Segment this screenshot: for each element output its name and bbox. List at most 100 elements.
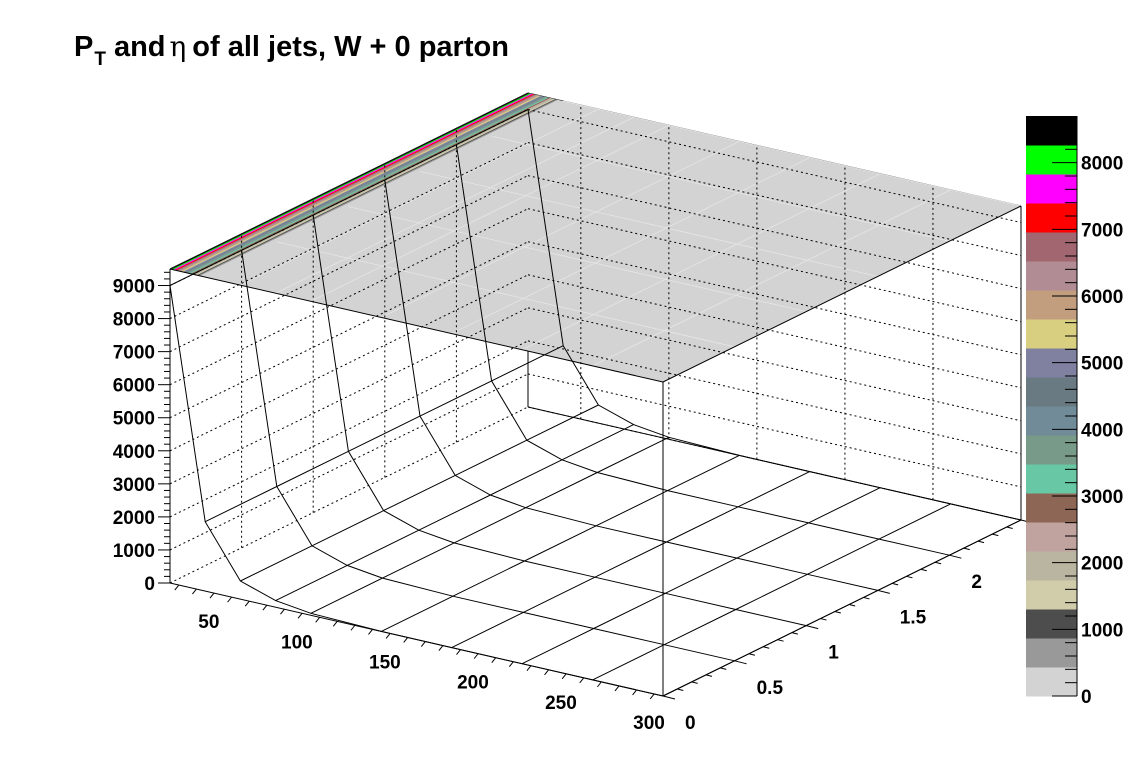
color-palette: 0 1000 2000 3000 4000 5000 6000 7000 8000 <box>1026 116 1123 708</box>
z-grid-left-wall <box>169 307 529 485</box>
surface-line-y <box>592 503 951 681</box>
z-grid-back-wall <box>527 307 1022 422</box>
palette-swatch <box>1026 290 1077 320</box>
palette-tick-label: 0 <box>1081 687 1092 708</box>
palette-tick-label: 2000 <box>1081 554 1123 575</box>
colz-grid-line <box>275 116 634 294</box>
y-tick <box>734 660 747 665</box>
palette-swatch <box>1026 261 1077 291</box>
palette-tick-label: 1000 <box>1081 620 1123 641</box>
z-grid-back-wall <box>527 142 1022 257</box>
y-tick <box>720 667 727 670</box>
surface-line-x <box>312 215 807 627</box>
x-tick-label: 250 <box>545 693 577 714</box>
colz-stripe <box>173 93 533 271</box>
x-tick-label: 200 <box>457 673 489 694</box>
colz-grid-line <box>276 241 735 348</box>
surface-line-x <box>455 144 950 556</box>
palette-swatch <box>1026 435 1077 465</box>
surface-line-x <box>527 109 1022 521</box>
x-tick <box>368 629 373 635</box>
x-tick <box>192 588 197 595</box>
y-tick <box>791 632 799 635</box>
z-tick-label: 6000 <box>113 376 155 397</box>
x-tick <box>438 645 444 651</box>
x-tick-label: 100 <box>281 632 313 653</box>
colz-grid-line <box>592 189 951 367</box>
y-axis-line <box>662 519 1022 697</box>
surface-line-y <box>240 404 599 582</box>
y-tick <box>806 625 819 630</box>
z-tick-label: 5000 <box>113 409 155 430</box>
palette-swatch <box>1026 464 1077 494</box>
palette-tick-label: 8000 <box>1081 154 1123 175</box>
palette-swatch <box>1026 580 1077 610</box>
x-tick <box>491 657 497 663</box>
colz-stripe <box>190 97 551 275</box>
palette-swatch <box>1026 609 1077 639</box>
x-tick <box>332 621 338 627</box>
front-top-line <box>169 268 664 383</box>
y-tick <box>849 603 856 607</box>
colz-stripe <box>184 96 544 273</box>
x-tick <box>544 669 549 676</box>
y-tick <box>820 618 827 621</box>
surface-line-y <box>275 424 634 602</box>
palette-tick-label: 4000 <box>1081 420 1123 441</box>
colz-stripe <box>170 93 530 270</box>
x-tick <box>420 641 426 647</box>
z-grid-back-wall <box>527 109 1022 224</box>
x-tick <box>209 592 215 599</box>
colz-top-plane <box>170 93 1022 383</box>
colz-stripe <box>198 99 559 276</box>
z-tick-label: 3000 <box>113 475 155 496</box>
x-tick <box>508 661 514 668</box>
z-axis: 0 1000 2000 3000 4000 5000 6000 7000 8000 9000 <box>113 271 170 595</box>
right-top-line <box>662 205 1022 383</box>
y-tick <box>662 695 676 700</box>
colz-stripe <box>176 94 536 271</box>
y-axis: 0 0.5 1 1.5 2 <box>662 519 1034 734</box>
colz-stripe <box>174 94 535 271</box>
y-tick <box>677 688 684 691</box>
colz-grid-line <box>491 135 950 242</box>
palette-swatch <box>1026 174 1077 204</box>
z-grid-left-wall <box>169 241 529 419</box>
z-grid-left-wall <box>169 340 529 518</box>
title-eta: η <box>169 30 187 63</box>
colz-stripe <box>182 95 543 273</box>
front-frame-lines <box>169 205 1022 697</box>
surface-line-x <box>384 179 878 591</box>
colz-stripe <box>177 94 538 272</box>
z-grid-back-wall <box>527 340 1022 455</box>
surface-line-y <box>310 436 670 614</box>
surface-line-y <box>204 345 564 523</box>
palette-tick-label: 3000 <box>1081 487 1123 508</box>
z-grid-left-wall <box>169 142 529 320</box>
colz-grid-line <box>451 157 810 334</box>
colz-stripe <box>185 96 546 273</box>
x-tick <box>227 596 233 603</box>
z-grid-left-wall <box>169 274 529 452</box>
z-grid-back-wall <box>527 208 1022 323</box>
surface-line-y <box>521 487 881 665</box>
surface-line-x <box>241 250 735 662</box>
surface-line-y <box>169 109 529 286</box>
y-tick <box>763 646 770 649</box>
z-grid-back-wall <box>527 274 1022 389</box>
x-tick <box>649 693 655 700</box>
palette-tick-label: 5000 <box>1081 354 1123 375</box>
y-tick <box>691 681 698 684</box>
z-tick-label: 7000 <box>113 343 155 364</box>
y-tick <box>977 540 985 544</box>
palette-swatch <box>1026 667 1077 697</box>
palette-swatch <box>1026 406 1077 436</box>
x-tick-label: 300 <box>633 713 665 734</box>
x-tick <box>596 681 602 688</box>
z-grid-left-wall <box>169 175 529 353</box>
title-and: and <box>113 31 166 63</box>
x-axis-line <box>169 582 664 697</box>
y-tick <box>834 611 841 614</box>
palette-swatch <box>1026 116 1077 146</box>
